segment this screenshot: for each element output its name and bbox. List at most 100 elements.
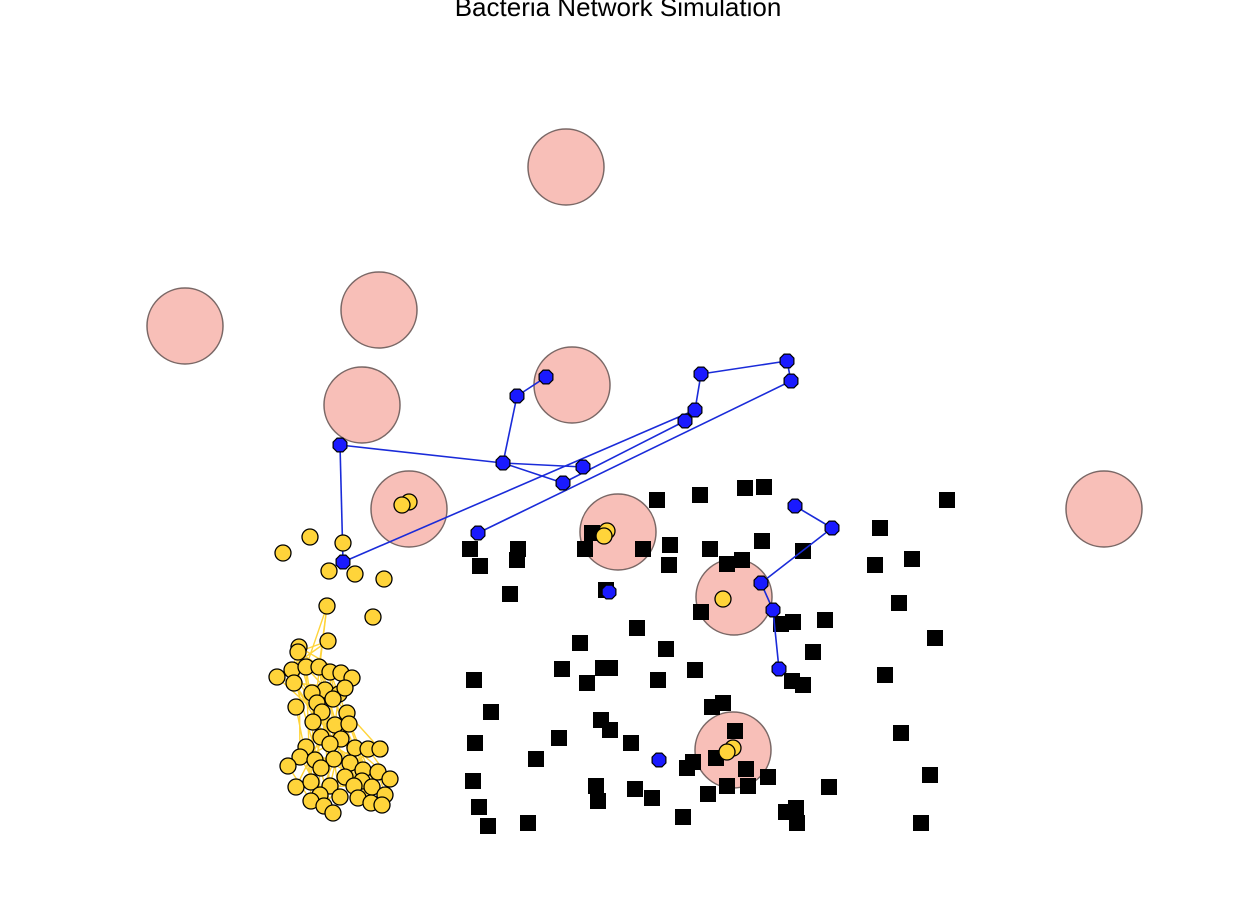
obstacle-square (635, 541, 651, 557)
obstacle-square (737, 480, 753, 496)
food-source (1065, 470, 1143, 548)
yellow-edge (305, 605, 328, 668)
obstacle-square (472, 558, 488, 574)
yellow-bacterium-node (320, 562, 338, 580)
yellow-bacterium-node (324, 804, 342, 822)
obstacle-square (927, 630, 943, 646)
obstacle-square (644, 790, 660, 806)
yellow-bacterium-node (318, 597, 336, 615)
obstacle-square (756, 479, 772, 495)
obstacle-square (650, 672, 666, 688)
obstacle-square (675, 809, 691, 825)
food-source (146, 287, 224, 365)
blue-bacterium-node (687, 402, 703, 418)
obstacle-square (904, 551, 920, 567)
blue-bacterium-node (335, 554, 351, 570)
obstacle-square (572, 635, 588, 651)
obstacle-square (483, 704, 499, 720)
obstacle-square (795, 677, 811, 693)
obstacle-square (922, 767, 938, 783)
yellow-bacterium-node (336, 679, 354, 697)
obstacle-square (602, 660, 618, 676)
obstacle-layer (462, 479, 955, 834)
obstacle-square (471, 799, 487, 815)
blue-bacterium-node (771, 661, 787, 677)
obstacle-square (692, 487, 708, 503)
yellow-bacterium-node (375, 570, 393, 588)
food-source (323, 366, 401, 444)
blue-edge (339, 444, 504, 464)
obstacle-square (551, 730, 567, 746)
blue-bacterium-node (470, 525, 486, 541)
obstacle-square (579, 675, 595, 691)
yellow-bacterium-node (364, 608, 382, 626)
food-source (340, 271, 418, 349)
obstacle-square (577, 541, 593, 557)
yellow-bacterium-node (334, 534, 352, 552)
blue-bacterium-node (555, 475, 571, 491)
blue-edge-layer (339, 360, 833, 670)
obstacle-square (734, 552, 750, 568)
yellow-bacterium-node (718, 743, 736, 761)
blue-bacterium-node (824, 520, 840, 536)
blue-bacterium-node (601, 584, 617, 600)
obstacle-square (658, 641, 674, 657)
blue-bacterium-node (538, 369, 554, 385)
obstacle-square (719, 556, 735, 572)
yellow-bacterium-node (279, 757, 297, 775)
blue-bacterium-node (787, 498, 803, 514)
obstacle-square (466, 672, 482, 688)
blue-bacterium-node (693, 366, 709, 382)
yellow-bacterium-node (714, 590, 732, 608)
obstacle-square (602, 722, 618, 738)
yellow-bacterium-node (325, 750, 343, 768)
yellow-bacterium-node (304, 713, 322, 731)
blue-bacterium-node (753, 575, 769, 591)
obstacle-square (893, 725, 909, 741)
yellow-bacterium-node (287, 778, 305, 796)
obstacle-square (738, 761, 754, 777)
yellow-bacterium-node (302, 773, 320, 791)
blue-bacterium-node (575, 459, 591, 475)
obstacle-square (805, 644, 821, 660)
obstacle-square (821, 779, 837, 795)
blue-bacterium-node (495, 455, 511, 471)
obstacle-square (509, 552, 525, 568)
yellow-bacterium-node (340, 715, 358, 733)
yellow-bacterium-node (301, 528, 319, 546)
blue-edge (700, 360, 788, 375)
obstacle-square (693, 604, 709, 620)
obstacle-square (554, 661, 570, 677)
food-source (527, 128, 605, 206)
obstacle-square (785, 614, 801, 630)
blue-bacterium-node (677, 413, 693, 429)
obstacle-square (480, 818, 496, 834)
yellow-bacterium-node (331, 788, 349, 806)
obstacle-square (872, 520, 888, 536)
blue-edge (502, 395, 518, 464)
blue-edge (342, 409, 696, 563)
obstacle-square (877, 667, 893, 683)
yellow-bacterium-node (346, 565, 364, 583)
blue-bacterium-node (783, 373, 799, 389)
obstacle-square (590, 793, 606, 809)
yellow-bacterium-node (321, 735, 339, 753)
food-source (533, 346, 611, 424)
yellow-bacterium-node (371, 740, 389, 758)
obstacle-square (715, 695, 731, 711)
obstacle-square (662, 537, 678, 553)
obstacle-square (465, 773, 481, 789)
yellow-bacterium-node (381, 770, 399, 788)
yellow-bacterium-node (268, 668, 286, 686)
obstacle-square (685, 754, 701, 770)
yellow-bacterium-node (393, 496, 411, 514)
yellow-bacterium-node (287, 698, 305, 716)
yellow-bacterium-node (312, 759, 330, 777)
yellow-node-layer (268, 493, 742, 822)
blue-edge (772, 609, 780, 670)
blue-bacterium-node (509, 388, 525, 404)
obstacle-square (629, 620, 645, 636)
obstacle-square (687, 662, 703, 678)
obstacle-square (520, 815, 536, 831)
blue-bacterium-node (765, 602, 781, 618)
